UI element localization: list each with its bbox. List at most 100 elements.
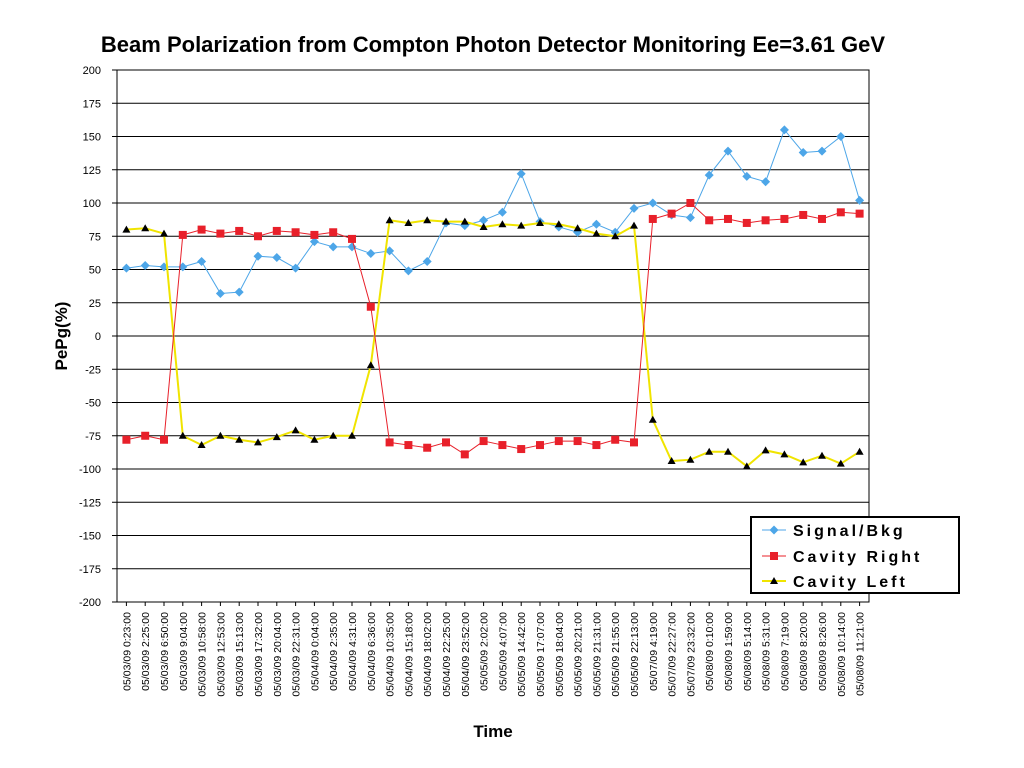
legend-marker xyxy=(770,577,778,584)
x-tick-label: 05/05/09 21:55:00 xyxy=(610,612,622,697)
data-point xyxy=(366,302,375,311)
data-point xyxy=(611,232,620,240)
x-tick-label: 05/03/09 10:58:00 xyxy=(197,612,209,697)
y-tick-label: 175 xyxy=(83,98,101,110)
data-point xyxy=(122,225,131,233)
data-point xyxy=(272,253,282,263)
x-tick-label: 05/03/09 22:31:00 xyxy=(291,612,303,697)
data-point xyxy=(742,218,751,227)
data-point xyxy=(742,171,752,181)
y-tick-label: -100 xyxy=(79,464,101,476)
x-tick-label: 05/05/09 22:13:00 xyxy=(629,612,641,697)
y-tick-label: -200 xyxy=(79,597,101,609)
data-point xyxy=(517,221,526,229)
x-tick-label: 05/04/09 18:02:00 xyxy=(422,612,434,697)
data-point xyxy=(761,216,770,225)
series-line xyxy=(126,202,860,455)
data-point xyxy=(253,251,263,261)
data-point xyxy=(573,437,582,446)
x-tick-label: 05/03/09 9:04:00 xyxy=(178,612,190,691)
y-tick-label: 125 xyxy=(83,165,101,177)
x-tick-label: 05/03/09 2:25:00 xyxy=(140,612,152,691)
data-point xyxy=(235,226,244,235)
data-point xyxy=(310,230,319,239)
data-point xyxy=(648,214,657,223)
legend-label: Cavity Left xyxy=(793,574,908,591)
data-point xyxy=(497,207,507,217)
data-point xyxy=(460,450,469,459)
data-point xyxy=(442,438,450,447)
x-axis-label: Time xyxy=(473,722,512,741)
data-point xyxy=(705,216,714,225)
series-line xyxy=(126,219,861,468)
data-point xyxy=(611,435,620,444)
data-point xyxy=(517,445,526,454)
data-point xyxy=(536,441,544,450)
y-tick-label: 50 xyxy=(89,265,101,277)
data-point xyxy=(291,228,300,237)
data-point xyxy=(141,431,150,440)
data-point xyxy=(536,218,544,226)
data-point xyxy=(630,221,638,229)
y-tick-label: 100 xyxy=(83,198,101,210)
data-point xyxy=(442,217,450,225)
x-tick-label: 05/04/09 15:18:00 xyxy=(403,612,415,697)
y-axis-ticks: 200 175 150 125 100 75 50 25 0 -25 -50 -75 -100 -125 -… xyxy=(79,65,117,609)
data-point xyxy=(140,261,150,271)
data-point xyxy=(667,209,676,218)
data-point xyxy=(742,462,751,470)
series-line xyxy=(126,128,861,294)
data-point xyxy=(403,266,413,276)
y-tick-label: -175 xyxy=(79,564,101,576)
x-tick-label: 05/08/09 11:21:00 xyxy=(855,612,867,696)
data-point xyxy=(761,446,770,454)
data-point xyxy=(554,437,563,446)
x-axis-ticks: 05/03/09 0:23:00 05/03/09 2:25:00 05/03/09… xyxy=(121,602,867,697)
x-tick-label: 05/04/09 4:31:00 xyxy=(347,612,359,691)
data-point xyxy=(385,246,395,256)
x-tick-label: 05/08/09 1:59:00 xyxy=(723,612,735,691)
data-point xyxy=(479,437,488,446)
data-point xyxy=(309,237,319,247)
data-point xyxy=(686,455,695,463)
legend-label: Cavity Right xyxy=(793,549,922,566)
data-point xyxy=(554,220,563,228)
data-point xyxy=(592,441,601,450)
chart-title: Beam Polarization from Compton Photon De… xyxy=(101,32,885,57)
data-point xyxy=(516,169,526,179)
data-point xyxy=(460,217,469,225)
data-point xyxy=(667,457,676,465)
y-tick-label: -75 xyxy=(85,431,101,443)
data-point xyxy=(215,288,225,298)
data-point xyxy=(216,229,225,238)
data-point xyxy=(329,431,338,439)
data-point xyxy=(705,447,714,455)
x-tick-label: 05/07/09 4:19:00 xyxy=(648,612,660,691)
x-tick-label: 05/07/09 23:32:00 xyxy=(685,612,697,697)
data-point xyxy=(366,361,375,369)
data-point xyxy=(216,431,225,439)
y-tick-label: 150 xyxy=(83,132,101,144)
data-point xyxy=(498,220,507,228)
data-point xyxy=(479,222,488,230)
x-tick-label: 05/03/09 0:23:00 xyxy=(121,612,133,691)
y-tick-label: -150 xyxy=(79,531,101,543)
data-point xyxy=(254,232,262,241)
data-point xyxy=(235,435,244,443)
data-point xyxy=(479,215,489,225)
x-tick-label: 05/08/09 0:10:00 xyxy=(704,612,716,691)
x-tick-label: 05/05/09 17:07:00 xyxy=(535,612,547,697)
y-tick-label: -125 xyxy=(79,497,101,509)
data-point xyxy=(761,177,771,187)
data-point xyxy=(348,431,356,439)
x-tick-label: 05/04/09 2:35:00 xyxy=(328,612,340,691)
data-point xyxy=(704,170,714,180)
data-point xyxy=(160,435,168,444)
data-point xyxy=(291,263,301,273)
data-point xyxy=(798,147,808,157)
y-tick-label: 25 xyxy=(89,298,101,310)
data-point xyxy=(799,210,808,219)
data-point xyxy=(630,438,638,447)
legend-label: Signal/Bkg xyxy=(793,523,906,540)
data-point xyxy=(423,443,432,452)
